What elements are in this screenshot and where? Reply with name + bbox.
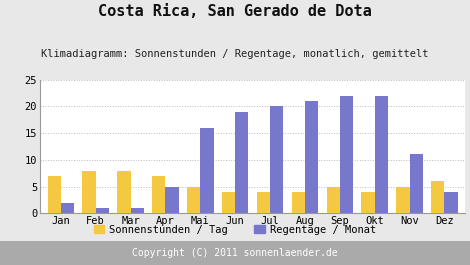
Bar [305,101,318,213]
Bar [118,170,131,213]
Bar [396,187,409,213]
Text: Costa Rica, San Gerado de Dota: Costa Rica, San Gerado de Dota [98,4,372,19]
Bar [327,187,340,213]
Bar [83,170,96,213]
Bar [375,96,388,213]
Bar [257,192,270,213]
Bar [200,128,213,213]
Bar [270,106,283,213]
Text: Copyright (C) 2011 sonnenlaender.de: Copyright (C) 2011 sonnenlaender.de [132,248,338,258]
Legend: Sonnenstunden / Tag, Regentage / Monat: Sonnenstunden / Tag, Regentage / Monat [94,225,376,235]
Bar [340,96,353,213]
Bar [131,208,144,213]
Bar [292,192,305,213]
Bar [235,112,249,213]
Text: Klimadiagramm: Sonnenstunden / Regentage, monatlich, gemittelt: Klimadiagramm: Sonnenstunden / Regentage… [41,49,429,59]
Bar [187,187,200,213]
Bar [361,192,375,213]
Bar [431,181,444,213]
Bar [96,208,109,213]
Bar [47,176,61,213]
Bar [409,154,423,213]
Bar [152,176,165,213]
Bar [61,203,74,213]
Bar [444,192,458,213]
Bar [165,187,179,213]
Bar [222,192,235,213]
